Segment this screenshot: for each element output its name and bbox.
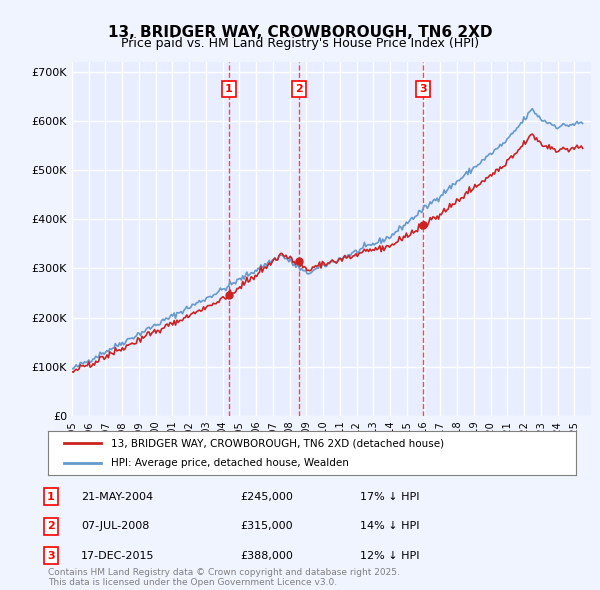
Text: 3: 3	[419, 84, 427, 94]
Text: 13, BRIDGER WAY, CROWBOROUGH, TN6 2XD (detached house): 13, BRIDGER WAY, CROWBOROUGH, TN6 2XD (d…	[112, 438, 445, 448]
Text: 07-JUL-2008: 07-JUL-2008	[81, 522, 149, 531]
Text: 14% ↓ HPI: 14% ↓ HPI	[360, 522, 419, 531]
Text: 1: 1	[47, 492, 55, 502]
Text: HPI: Average price, detached house, Wealden: HPI: Average price, detached house, Weal…	[112, 458, 349, 467]
Text: 2: 2	[47, 522, 55, 531]
Text: 2: 2	[295, 84, 302, 94]
Text: Contains HM Land Registry data © Crown copyright and database right 2025.
This d: Contains HM Land Registry data © Crown c…	[48, 568, 400, 587]
Text: 17% ↓ HPI: 17% ↓ HPI	[360, 492, 419, 502]
Text: 13, BRIDGER WAY, CROWBOROUGH, TN6 2XD: 13, BRIDGER WAY, CROWBOROUGH, TN6 2XD	[108, 25, 492, 40]
Text: £245,000: £245,000	[240, 492, 293, 502]
Text: 3: 3	[47, 551, 55, 560]
Text: 12% ↓ HPI: 12% ↓ HPI	[360, 551, 419, 560]
Text: 21-MAY-2004: 21-MAY-2004	[81, 492, 153, 502]
Text: 17-DEC-2015: 17-DEC-2015	[81, 551, 155, 560]
Text: Price paid vs. HM Land Registry's House Price Index (HPI): Price paid vs. HM Land Registry's House …	[121, 37, 479, 50]
Text: £388,000: £388,000	[240, 551, 293, 560]
Text: £315,000: £315,000	[240, 522, 293, 531]
Text: 1: 1	[225, 84, 233, 94]
